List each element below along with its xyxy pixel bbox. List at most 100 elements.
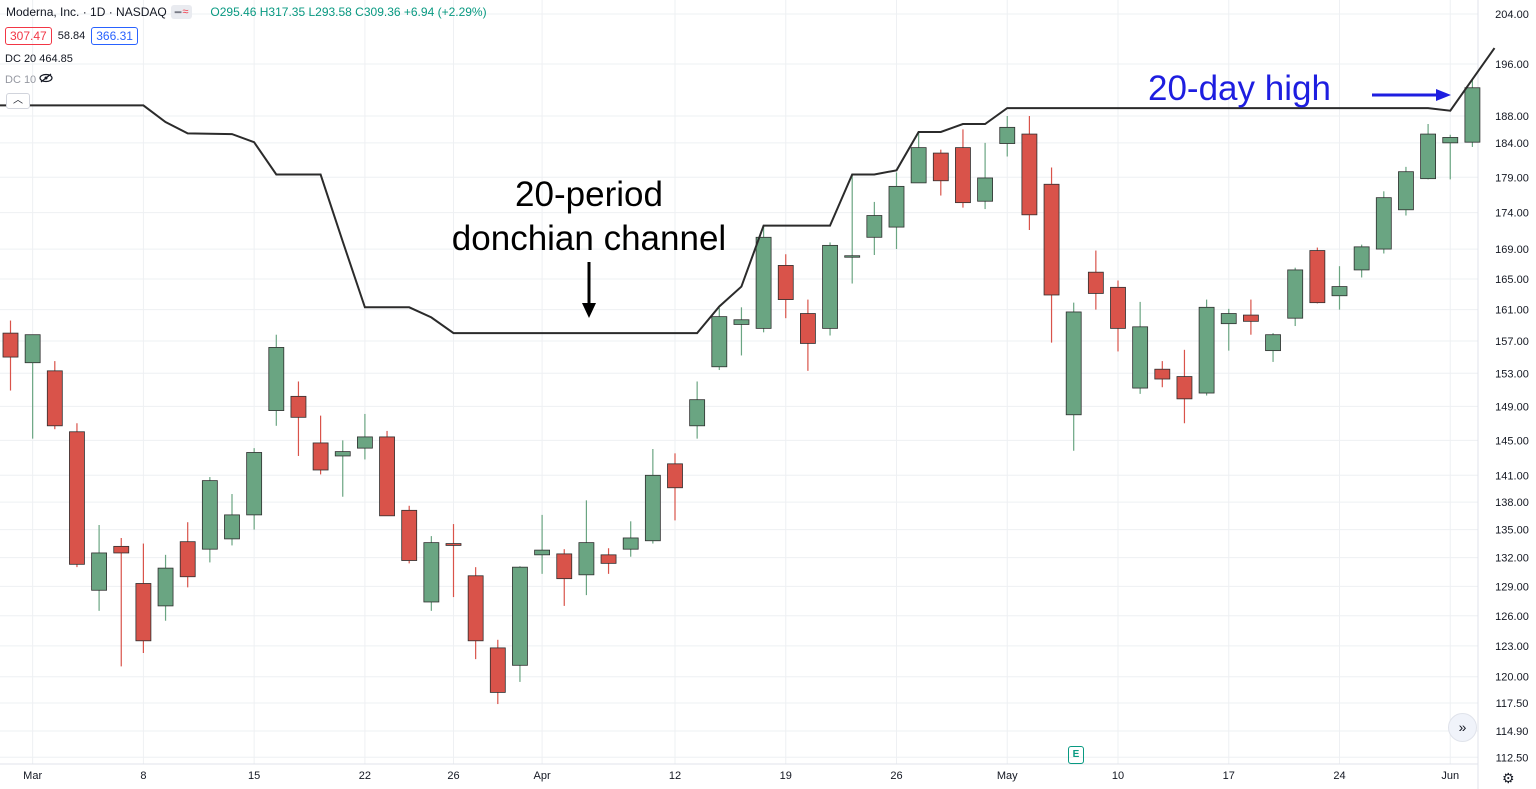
chart-type-toggle[interactable]: ━ ≈ [170, 5, 193, 19]
annotation-arrows [582, 89, 1451, 318]
sell-price-button[interactable]: 307.47 [5, 27, 52, 45]
double-chevron-right-icon[interactable]: » [1448, 713, 1477, 742]
candle-up [224, 494, 240, 546]
eye-off-icon[interactable] [39, 73, 53, 86]
candle-body [1287, 269, 1304, 319]
price-tick-label: 138.00 [1495, 497, 1529, 509]
candle-down [800, 299, 816, 371]
price-tick-label: 196.00 [1495, 59, 1529, 71]
candle-body [179, 541, 196, 578]
donchian-annotation-line1: 20-period [515, 175, 663, 214]
indicator-dc20-name: DC 20 [5, 53, 37, 65]
time-tick-label: 12 [669, 770, 681, 782]
time-axis: Mar 8 15 22 26 Apr 12 19 26 May 10 17 24 Jun [23, 770, 1459, 782]
candle-down [312, 415, 329, 475]
candle-up [91, 524, 107, 611]
candle-body [600, 554, 617, 564]
ohlc-values: O295.46 H317.35 L293.58 C309.36 +6.94 (+… [210, 5, 487, 19]
candle-down [489, 639, 506, 705]
candle-up [578, 500, 595, 596]
price-tick-label: 120.00 [1495, 672, 1529, 684]
candle-body [1154, 368, 1171, 380]
candle-body [24, 334, 41, 364]
price-tick-label: 149.00 [1495, 401, 1529, 413]
candle-body [224, 514, 240, 540]
indicator-dc10[interactable]: DC 10 [5, 73, 53, 86]
candle-body [1243, 314, 1259, 322]
buy-price-button[interactable]: 366.31 [91, 27, 138, 45]
price-tick-label: 174.00 [1495, 208, 1529, 220]
candle-down [777, 254, 794, 319]
candle-body [135, 583, 152, 642]
candle-body [1065, 311, 1082, 416]
candle-up [268, 334, 285, 426]
price-tick-label: 126.00 [1495, 611, 1529, 623]
candle-up [844, 174, 861, 284]
candle-up [356, 413, 373, 460]
candle-body [290, 395, 307, 418]
price-tick-label: 161.00 [1495, 305, 1529, 317]
candle-body [955, 147, 971, 204]
candle-body [356, 436, 373, 449]
candle-up [246, 448, 263, 530]
candle-body [556, 553, 573, 580]
time-tick-label: 8 [140, 770, 146, 782]
price-tick-label: 169.00 [1495, 244, 1529, 256]
candle-body [46, 370, 63, 427]
price-tick-label: 114.90 [1496, 726, 1529, 738]
time-tick-label: Mar [23, 770, 42, 782]
candle-body [1132, 326, 1149, 389]
candle-up [999, 116, 1016, 157]
candle-body [91, 552, 107, 591]
time-tick-label: 26 [890, 770, 902, 782]
candle-up [1220, 308, 1237, 351]
candle-body [312, 442, 329, 471]
price-tick-label: 184.00 [1495, 138, 1529, 150]
price-tick-label: 129.00 [1495, 581, 1529, 593]
indicator-dc20-value: 464.85 [39, 53, 73, 65]
candle-down [1154, 361, 1171, 388]
candle-body [977, 177, 993, 202]
time-tick-label: Apr [534, 770, 551, 782]
candle-body [423, 542, 440, 603]
candle-body [1021, 133, 1038, 216]
candle-down [556, 549, 573, 606]
price-tick-label: 145.00 [1495, 435, 1529, 447]
indicator-dc20[interactable]: DC 20 464.85 [5, 53, 73, 65]
price-tick-label: 179.00 [1495, 172, 1529, 184]
candle-down [1110, 280, 1126, 352]
candle-up [1065, 302, 1082, 451]
candle-body [777, 265, 794, 300]
symbol-title[interactable]: Moderna, Inc. · 1D · NASDAQ [6, 5, 167, 19]
price-tick-label: 204.00 [1495, 9, 1529, 21]
candle-up [1353, 244, 1370, 278]
candle-body [1464, 87, 1481, 143]
candle-up [334, 440, 351, 497]
candle-down [1021, 116, 1038, 230]
gear-icon[interactable]: ⚙ [1502, 770, 1515, 786]
candle-up [910, 131, 927, 184]
candle-up [534, 514, 550, 574]
price-tick-label: 165.00 [1495, 274, 1529, 286]
candle-up [711, 308, 728, 371]
spread-value: 58.84 [57, 30, 86, 42]
candle-body [1375, 197, 1392, 250]
price-tick-label: 117.50 [1496, 698, 1529, 710]
time-tick-label: May [997, 770, 1018, 782]
candle-body [999, 126, 1016, 144]
earnings-icon[interactable]: E [1068, 746, 1084, 764]
time-tick-label: Jun [1441, 770, 1459, 782]
time-tick-label: 15 [248, 770, 260, 782]
time-tick-label: 19 [780, 770, 792, 782]
right-arrow-head [1436, 89, 1451, 101]
candle-body [1442, 137, 1459, 144]
candle-body [467, 575, 484, 642]
candle-body [157, 567, 174, 607]
chevron-up-icon[interactable]: ︿ [6, 93, 30, 109]
candle-down [1087, 250, 1104, 310]
candle-up [977, 142, 993, 210]
candle-down [2, 320, 19, 391]
candle-body [888, 185, 905, 228]
candle-body [1265, 334, 1281, 352]
